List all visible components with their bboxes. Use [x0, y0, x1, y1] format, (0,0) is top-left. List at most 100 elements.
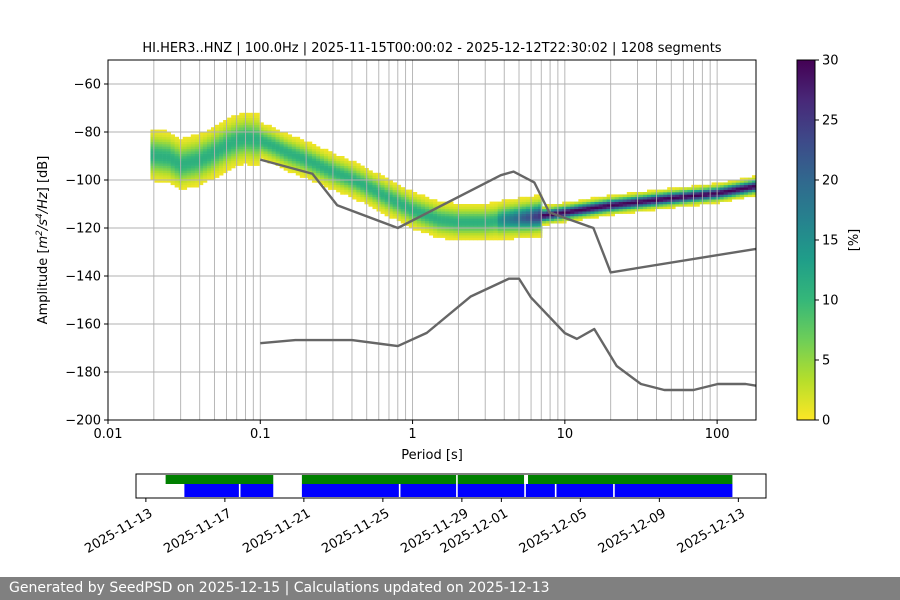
psd-cell	[453, 208, 458, 212]
psd-cell	[667, 189, 672, 193]
psd-cell	[598, 196, 603, 200]
psd-cell	[731, 192, 737, 195]
psd-cell	[194, 139, 200, 142]
psd-cell	[315, 148, 321, 152]
psd-cell	[477, 232, 482, 236]
psd-cell	[231, 115, 236, 118]
psd-cell	[283, 136, 289, 140]
psd-cell	[715, 182, 720, 186]
psd-cell	[182, 136, 188, 140]
psd-cell	[263, 136, 268, 140]
psd-cell	[529, 235, 535, 238]
psd-cell	[675, 187, 680, 190]
psd-cell	[384, 180, 389, 183]
psd-cell	[687, 192, 692, 195]
psd-cell	[445, 208, 450, 212]
psd-cell	[558, 218, 563, 222]
psd-cell	[711, 196, 716, 200]
psd-cell	[162, 129, 167, 133]
psd-cell	[344, 163, 349, 166]
psd-cell	[231, 151, 236, 154]
psd-cell	[202, 132, 208, 135]
psd-cell	[424, 208, 430, 212]
psd-cell	[227, 160, 232, 164]
psd-cell	[255, 117, 260, 121]
colorbar-label: [%]	[847, 229, 862, 252]
psd-cell	[590, 211, 595, 214]
psd-cell	[162, 144, 167, 147]
psd-cell	[747, 184, 753, 188]
psd-cell	[336, 175, 341, 178]
psd-cell	[626, 211, 632, 214]
psd-cell	[574, 213, 579, 217]
psd-cell	[158, 129, 163, 133]
psd-cell	[182, 139, 188, 142]
psd-cell	[211, 127, 216, 130]
psd-cell	[408, 189, 414, 193]
psd-cell	[307, 175, 313, 178]
psd-cell	[449, 228, 454, 231]
psd-cell	[336, 160, 341, 164]
psd-cell	[735, 196, 741, 200]
psd-cell	[489, 201, 494, 205]
psd-cell	[542, 220, 547, 224]
psd-cell	[368, 175, 373, 178]
psd-cell	[372, 189, 377, 193]
psd-cell	[162, 134, 167, 138]
psd-cell	[158, 139, 163, 142]
psd-cell	[190, 146, 196, 150]
psd-cell	[259, 127, 264, 130]
psd-cell	[348, 192, 353, 195]
psd-cell	[299, 168, 305, 171]
psd-cell	[315, 177, 321, 181]
psd-cell	[182, 163, 188, 166]
psd-cell	[154, 163, 159, 166]
psd-cell	[380, 189, 385, 193]
psd-cell	[570, 213, 575, 217]
psd-cell	[190, 148, 196, 152]
psd-cell	[360, 184, 365, 188]
psd-cell	[166, 170, 171, 174]
psd-cell	[517, 216, 523, 219]
psd-cell	[311, 180, 317, 183]
psd-cell	[493, 230, 498, 234]
psd-cell	[320, 160, 325, 164]
psd-cell	[332, 187, 337, 190]
psd-cell	[166, 146, 171, 150]
psd-cell	[283, 163, 289, 166]
psd-cell	[558, 211, 563, 214]
psd-cell	[566, 208, 571, 212]
psd-cell	[235, 122, 240, 126]
psd-cell	[271, 153, 276, 157]
psd-cell	[699, 192, 704, 195]
psd-cell	[392, 187, 398, 190]
psd-cell	[469, 223, 474, 226]
psd-cell	[477, 235, 482, 238]
psd-cell	[198, 175, 204, 178]
timeline-frame-outline	[135, 473, 767, 499]
psd-cell	[202, 146, 208, 150]
psd-cell	[186, 146, 192, 150]
psd-cell	[182, 172, 188, 176]
psd-cell	[533, 225, 539, 229]
grid-lines	[108, 60, 756, 420]
psd-cell	[521, 199, 527, 202]
psd-cell	[368, 184, 373, 188]
psd-cell	[227, 132, 232, 135]
psd-cell	[562, 220, 567, 224]
psd-cell	[328, 184, 333, 188]
psd-cell	[162, 148, 167, 152]
psd-cell	[558, 204, 563, 207]
psd-cell	[206, 153, 212, 157]
psd-cell	[558, 206, 563, 210]
coverage-gap	[398, 484, 401, 497]
psd-cell	[437, 235, 442, 238]
psd-cell	[174, 182, 180, 186]
psd-cell	[453, 228, 458, 231]
psd-cell	[481, 213, 486, 217]
psd-cell	[170, 153, 175, 157]
psd-cell	[751, 189, 757, 193]
psd-cell	[287, 134, 293, 138]
psd-cell	[231, 163, 236, 166]
coverage-segment-green	[301, 475, 525, 484]
